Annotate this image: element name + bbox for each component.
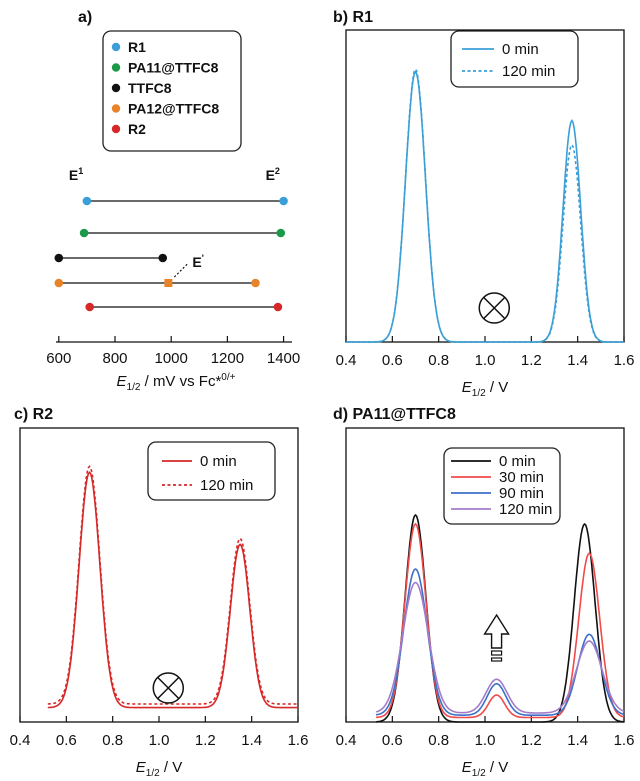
panel-d-xtick-label-4: 1.2 xyxy=(521,732,542,749)
panel-b-legend-label-0: 0 min xyxy=(502,41,539,58)
panel-b-xtick-label-5: 1.4 xyxy=(567,352,588,369)
e2-annotation: E2 xyxy=(266,166,280,183)
panel-d-series-1 xyxy=(376,522,625,719)
panel-d-xtick-label-6: 1.6 xyxy=(614,732,635,749)
panel-a-xtick-label-1: 800 xyxy=(102,350,127,367)
panel-c-series-0 xyxy=(47,471,298,709)
panel-c-xlabel: E1/2 / V xyxy=(136,759,182,779)
panel-b-label: b) R1 xyxy=(333,9,373,26)
panel-c-legend-box xyxy=(147,441,276,501)
legend-a-marker-4 xyxy=(111,124,121,134)
panel-c-legend-label-1: 120 min xyxy=(200,477,253,494)
panel-b-xtick-label-2: 0.8 xyxy=(428,352,449,369)
row-e2-dot-4 xyxy=(273,302,283,312)
panel-c-xtick-label-6: 1.6 xyxy=(288,732,309,749)
legend-a-label-4: R2 xyxy=(128,121,146,137)
panel-a-xtick-label-2: 1000 xyxy=(155,350,188,367)
panel-b-series-1 xyxy=(346,67,624,343)
legend-a-label-3: PA12@TTFC8 xyxy=(128,101,219,117)
panel-d-series-0 xyxy=(376,513,624,723)
panel-a-legend-box xyxy=(102,30,242,152)
panel-d-xtick-label-1: 0.6 xyxy=(382,732,403,749)
panel-c-xtick-label-4: 1.2 xyxy=(195,732,216,749)
panel-b-xtick-label-3: 1.0 xyxy=(475,352,496,369)
panel-d-legend-label-2: 90 min xyxy=(499,485,544,502)
panel-d-xtick-label-0: 0.4 xyxy=(336,732,357,749)
row-e1-dot-1 xyxy=(79,228,89,238)
row-e2-dot-0 xyxy=(279,196,288,206)
row-e1-dot-2 xyxy=(54,253,64,263)
crossed-circle-stroke-2 xyxy=(483,296,506,320)
crossed-circle-marker xyxy=(478,292,511,324)
panel-b-legend-label-1: 120 min xyxy=(502,63,555,80)
panel-b-frame xyxy=(345,29,625,343)
panel-a-xtick-label-3: 1200 xyxy=(211,350,244,367)
panel-c-xtick-label-5: 1.4 xyxy=(241,732,262,749)
panel-d-legend-label-3: 120 min xyxy=(499,501,552,518)
legend-a-label-2: TTFC8 xyxy=(128,80,172,96)
legend-a-marker-2 xyxy=(111,83,121,93)
row-e1-dot-4 xyxy=(85,302,95,312)
row-e1-dot-3 xyxy=(54,278,64,288)
panel-c-series-1 xyxy=(47,465,298,705)
panel-c-legend-label-0: 0 min xyxy=(200,453,237,470)
crossed-circle-stroke-2 xyxy=(157,676,180,700)
up-arrow-dash-2 xyxy=(490,657,503,662)
panel-c-xtick-label-3: 1.0 xyxy=(149,732,170,749)
panel-b-xtick-label-6: 1.6 xyxy=(614,352,635,369)
legend-a-marker-0 xyxy=(111,42,121,52)
up-arrow-dash-1 xyxy=(490,650,503,656)
emid-leader-line xyxy=(173,262,189,278)
legend-a-marker-3 xyxy=(111,104,121,113)
panel-b-xtick-label-1: 0.6 xyxy=(382,352,403,369)
row-emid-dot-3 xyxy=(164,279,173,287)
panel-d-series-3 xyxy=(375,581,625,714)
up-arrow-marker xyxy=(483,613,510,662)
row-e2-dot-3 xyxy=(251,278,260,288)
panel-b-legend-box xyxy=(450,30,579,88)
panel-b-xtick-label-4: 1.2 xyxy=(521,352,542,369)
panel-d-legend-box xyxy=(443,447,561,525)
panel-b-chart: 0.4 0.6 0.8 1.0 1.2 1.4 1.6 E1/2 / V 0 min 120 mi… xyxy=(336,29,635,399)
e1-annotation: E1 xyxy=(69,166,83,183)
panel-d-xlabel: E1/2 / V xyxy=(462,759,508,779)
row-e1-dot-0 xyxy=(82,196,92,206)
panel-c-label: c) R2 xyxy=(14,406,53,423)
panel-d-frame xyxy=(345,427,625,723)
up-arrow-head xyxy=(483,613,510,649)
panel-d-legend-label-1: 30 min xyxy=(499,469,544,486)
panel-b-xtick-label-0: 0.4 xyxy=(336,352,357,369)
panel-d-xtick-label-3: 1.0 xyxy=(475,732,496,749)
panel-a-chart: R1 PA11@TTFC8 TTFC8 PA12@TTFC8 R2 E' E1 E2 600 80… xyxy=(46,30,300,393)
panel-d-series-2 xyxy=(375,568,625,716)
panel-c-chart: 0.4 0.6 0.8 1.0 1.2 1.4 1.6 E1/2 / V 0 min 120 mi… xyxy=(10,427,309,779)
panel-c-xtick-label-2: 0.8 xyxy=(102,732,123,749)
panel-a-label: a) xyxy=(78,9,92,26)
legend-a-label-0: R1 xyxy=(128,39,146,55)
panel-a-xlabel: E1/2 / mV vs Fc*0/+ xyxy=(117,372,236,393)
panel-d-xtick-label-5: 1.4 xyxy=(567,732,588,749)
row-e2-dot-1 xyxy=(276,228,286,238)
panel-a-xtick-label-0: 600 xyxy=(46,350,71,367)
panel-d-legend-label-0: 0 min xyxy=(499,453,536,470)
panel-d-xtick-label-2: 0.8 xyxy=(428,732,449,749)
emid-annotation: E' xyxy=(192,253,203,270)
crossed-circle-marker xyxy=(152,672,185,704)
panel-b-xlabel: E1/2 / V xyxy=(462,379,508,399)
panel-c-xtick-label-0: 0.4 xyxy=(10,732,31,749)
panel-c-xtick-label-1: 0.6 xyxy=(56,732,77,749)
legend-a-marker-1 xyxy=(111,63,121,72)
panel-d-label: d) PA11@TTFC8 xyxy=(333,406,456,423)
legend-a-label-1: PA11@TTFC8 xyxy=(128,60,219,76)
panel-a-xtick-label-4: 1400 xyxy=(267,350,300,367)
row-e2-dot-2 xyxy=(158,253,168,263)
